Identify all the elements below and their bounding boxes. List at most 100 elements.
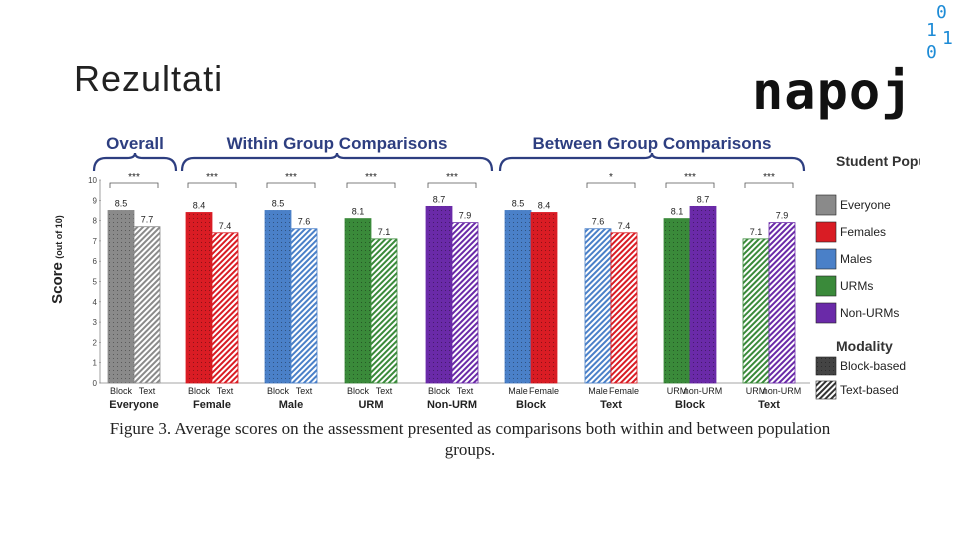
legend-swatch xyxy=(815,221,837,243)
section-title: Within Group Comparisons xyxy=(227,134,448,153)
group-label: Male xyxy=(279,399,303,411)
data-label: 7.1 xyxy=(378,227,391,237)
significance-marker: *** xyxy=(365,172,377,183)
data-label: 8.7 xyxy=(433,194,446,204)
bar xyxy=(768,222,796,384)
x-tick-label: URM xyxy=(667,386,688,396)
binary-digit: 1 xyxy=(926,20,937,41)
significance-marker: *** xyxy=(285,172,297,183)
y-tick-label: 7 xyxy=(93,237,98,246)
y-tick-label: 6 xyxy=(93,257,98,266)
legend-swatch xyxy=(815,302,837,324)
section-bracket xyxy=(180,152,494,172)
x-tick-label: Male xyxy=(588,386,608,396)
bar xyxy=(264,210,292,384)
legend-population-title-line: Student Population xyxy=(836,153,920,169)
legend-swatch xyxy=(815,275,837,297)
data-label: 8.1 xyxy=(671,207,684,217)
x-tick-label: Block xyxy=(110,386,133,396)
y-tick-label: 10 xyxy=(88,176,97,185)
caption-line-2: groups. xyxy=(444,440,496,459)
x-tick-label: Block xyxy=(188,386,211,396)
significance-bracket xyxy=(744,182,794,188)
significance-marker: *** xyxy=(446,172,458,183)
slide-title: Rezultati xyxy=(74,58,224,99)
bar xyxy=(370,238,398,384)
y-tick-label: 1 xyxy=(93,359,98,368)
legend-swatch xyxy=(815,380,837,400)
legend-label: URMs xyxy=(840,279,873,293)
data-label: 7.6 xyxy=(592,217,605,227)
x-tick-label: non-URM xyxy=(763,386,802,396)
group-label: Block xyxy=(675,399,706,411)
data-label: 8.4 xyxy=(538,200,551,210)
y-axis-title: Score xyxy=(49,262,66,304)
data-label: 8.5 xyxy=(115,198,128,208)
legend-swatch xyxy=(815,356,837,376)
bar xyxy=(451,222,479,384)
data-label: 7.4 xyxy=(219,221,232,231)
data-label: 8.5 xyxy=(512,198,525,208)
significance-bracket xyxy=(586,182,636,188)
data-label: 8.5 xyxy=(272,198,285,208)
data-label: 7.4 xyxy=(618,221,631,231)
legend-label: Non-URMs xyxy=(840,306,899,320)
logo-text: napo xyxy=(752,62,882,122)
legend-label: Everyone xyxy=(840,198,891,212)
bar xyxy=(133,226,161,384)
legend-label: Females xyxy=(840,225,886,239)
score-chart: 0 1 2 3 4 5 6 7 8 9 10 Score (out of 10) 8.5 Block 7.7 T… xyxy=(49,134,920,411)
x-tick-label: Text xyxy=(217,386,234,396)
group-label: Non-URM xyxy=(427,399,477,411)
x-tick-label: URM xyxy=(746,386,767,396)
bar xyxy=(185,212,213,384)
legend-label: Text-based xyxy=(840,383,899,397)
significance-bracket xyxy=(109,182,159,188)
section-bracket xyxy=(92,152,178,172)
data-label: 7.6 xyxy=(298,217,311,227)
bar xyxy=(211,232,239,384)
y-axis-subtitle: (out of 10) xyxy=(54,215,64,259)
significance-bracket xyxy=(427,182,477,188)
y-tick-label: 2 xyxy=(93,338,98,347)
x-tick-label: Block xyxy=(347,386,370,396)
data-label: 7.1 xyxy=(750,227,763,237)
legend-modality-title: Modality xyxy=(836,338,893,354)
significance-bracket xyxy=(346,182,396,188)
napoj-logo: napoj xyxy=(752,62,914,122)
bar xyxy=(425,205,453,384)
x-tick-label: Male xyxy=(508,386,528,396)
group-label: Female xyxy=(193,399,231,411)
bar xyxy=(504,210,532,384)
group-label: Block xyxy=(516,399,547,411)
x-tick-label: Text xyxy=(376,386,393,396)
legend-swatch xyxy=(815,194,837,216)
section-title: Between Group Comparisons xyxy=(533,134,772,153)
group-label: Text xyxy=(600,399,622,411)
significance-bracket xyxy=(187,182,237,188)
binary-digit: 0 xyxy=(926,42,937,63)
bar xyxy=(663,218,691,384)
legend-swatch xyxy=(815,248,837,270)
y-tick-label: 8 xyxy=(93,217,98,226)
binary-digit: 1 xyxy=(942,28,953,49)
x-tick-label: Female xyxy=(529,386,559,396)
data-label: 7.9 xyxy=(459,211,472,221)
group-label: Text xyxy=(758,399,780,411)
significance-marker: *** xyxy=(206,172,218,183)
bar xyxy=(344,218,372,384)
y-tick-label: 0 xyxy=(93,379,98,388)
binary-digit: 0 xyxy=(936,2,947,23)
y-tick-label: 9 xyxy=(93,196,98,205)
legend-label: Males xyxy=(840,252,872,266)
x-tick-label: Text xyxy=(296,386,313,396)
y-tick-label: 5 xyxy=(93,278,98,287)
significance-marker: * xyxy=(609,172,613,183)
data-label: 7.7 xyxy=(141,215,154,225)
data-label: 8.7 xyxy=(697,194,710,204)
data-label: 7.9 xyxy=(776,211,789,221)
significance-marker: *** xyxy=(684,172,696,183)
significance-marker: *** xyxy=(763,172,775,183)
x-tick-label: non-URM xyxy=(684,386,723,396)
bar xyxy=(689,205,717,384)
